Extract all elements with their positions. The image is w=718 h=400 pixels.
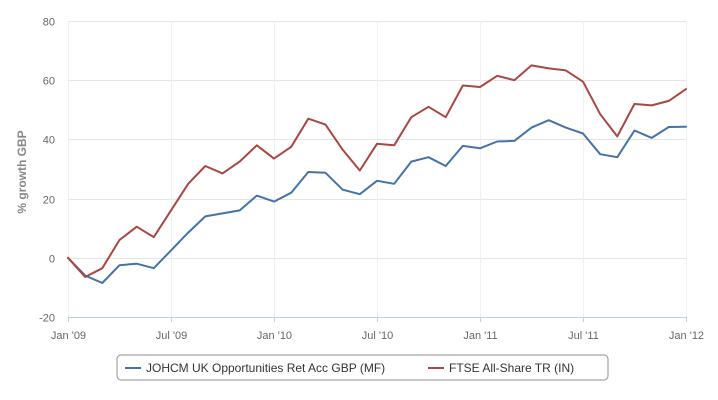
x-tick-label: Jul '10 (362, 330, 393, 342)
legend-label-johcm: JOHCM UK Opportunities Ret Acc GBP (MF) (146, 361, 385, 375)
legend: JOHCM UK Opportunities Ret Acc GBP (MF) … (116, 354, 609, 381)
y-tick-label: 60 (43, 76, 55, 88)
series-lines (67, 64, 687, 284)
vertical-gridlines (68, 21, 687, 317)
x-tick-label: Jan '12 (669, 330, 704, 342)
x-axis-ticks (68, 317, 687, 322)
y-axis-title: % growth GBP (15, 130, 29, 213)
y-tick-label: -20 (39, 313, 55, 325)
x-tick-label: Jan '10 (257, 330, 292, 342)
y-tick-label: 0 (49, 254, 55, 266)
x-tick-label: Jul '11 (568, 330, 599, 342)
x-tick-label: Jul '09 (156, 330, 187, 342)
series-line-ftse (67, 64, 687, 278)
legend-box (116, 354, 609, 381)
x-axis-tick-labels: Jan '09 Jul '09 Jan '10 Jul '10 Jan '11 Jul '… (51, 330, 704, 342)
y-tick-label: 80 (43, 17, 55, 29)
y-tick-label: 20 (43, 195, 55, 207)
y-axis-tick-labels: -20 0 20 40 60 80 (39, 17, 55, 325)
series-line-johcm (67, 119, 687, 284)
x-tick-label: Jan '11 (463, 330, 497, 342)
y-tick-label: 40 (43, 135, 55, 147)
legend-label-ftse: FTSE All-Share TR (IN) (449, 361, 574, 375)
legend-item-johcm[interactable]: JOHCM UK Opportunities Ret Acc GBP (MF) (125, 361, 385, 375)
legend-item-ftse[interactable]: FTSE All-Share TR (IN) (428, 361, 574, 375)
x-tick-label: Jan '09 (51, 330, 86, 342)
